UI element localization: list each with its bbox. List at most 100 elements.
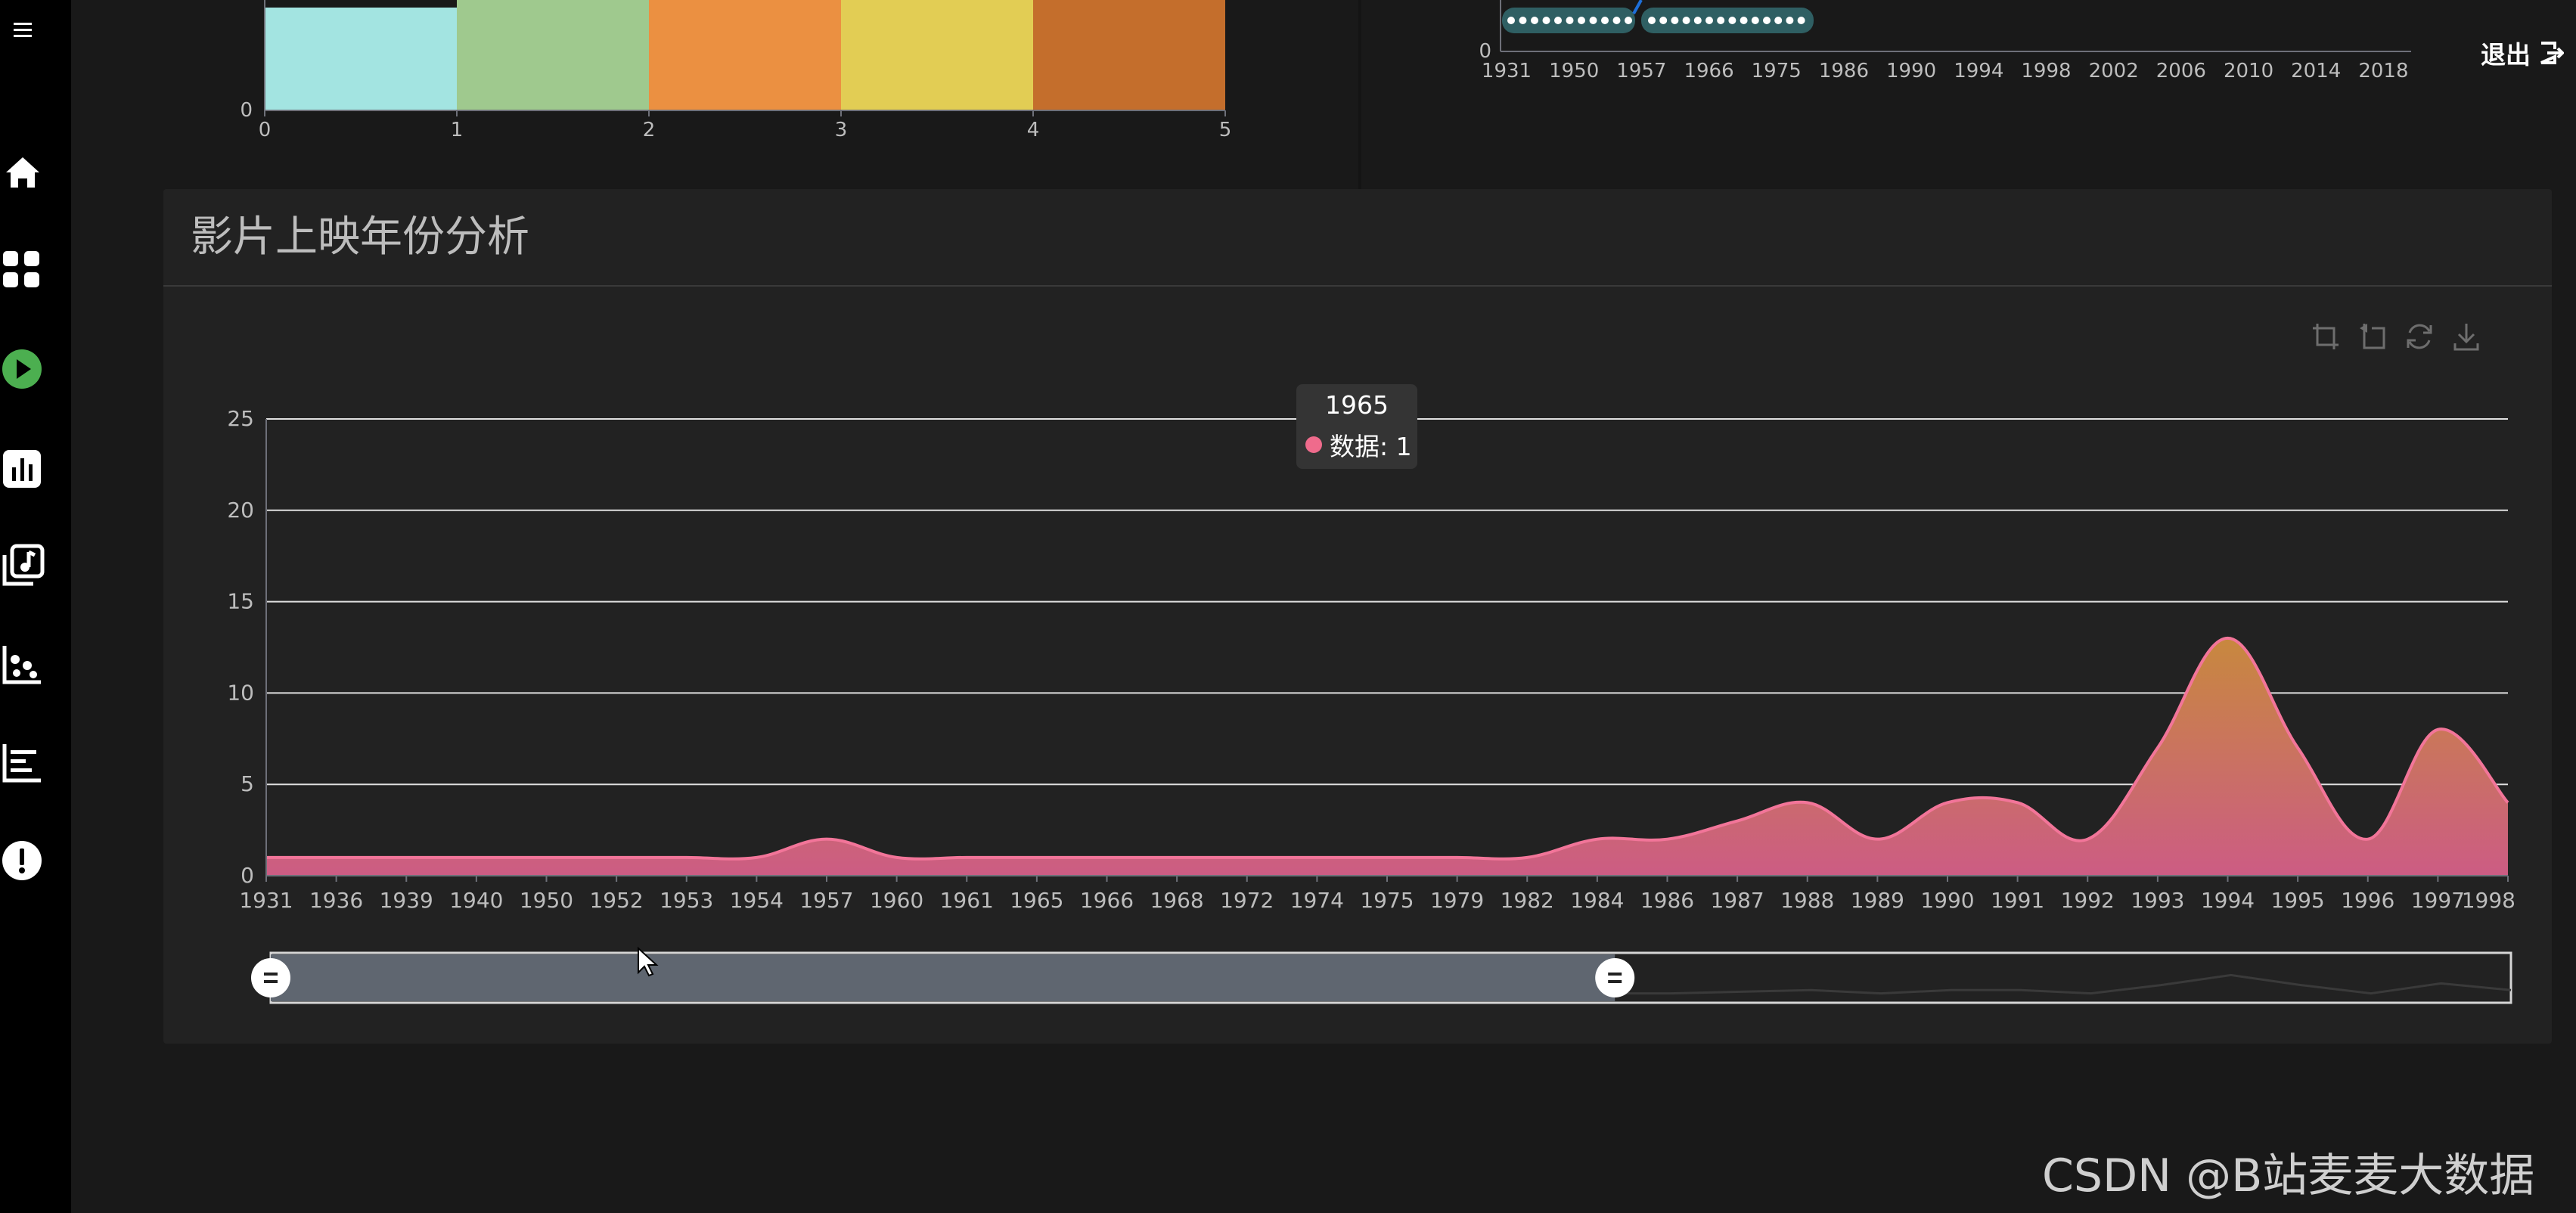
top-right-point — [1728, 17, 1736, 24]
y-tick-label: 20 — [227, 498, 254, 523]
top-right-x-tick-label: 1986 — [1819, 60, 1869, 82]
grid-icon[interactable] — [0, 247, 45, 292]
top-left-bar — [265, 8, 457, 110]
x-tick-label: 1986 — [1640, 888, 1694, 913]
top-right-point — [1774, 17, 1783, 24]
top-right-point — [1705, 17, 1713, 24]
top-right-point — [1648, 17, 1656, 24]
top-right-point — [1717, 17, 1725, 24]
top-left-bar — [457, 0, 649, 110]
top-right-point — [1797, 17, 1805, 24]
x-tick-label: 1984 — [1570, 888, 1624, 913]
top-right-point — [1519, 17, 1527, 24]
area-fill — [266, 638, 2508, 876]
top-right-x-tick-label: 1998 — [2021, 60, 2071, 82]
top-right-point — [1589, 17, 1597, 24]
tooltip-series-dot — [1305, 436, 1322, 453]
top-right-point — [1786, 17, 1794, 24]
crop-icon[interactable] — [2310, 321, 2342, 352]
top-right-line — [1632, 0, 1643, 14]
top-right-x-tick-label: 2014 — [2291, 60, 2341, 82]
top-right-x-tick-label: 1966 — [1684, 60, 1733, 82]
top-right-point — [1740, 17, 1748, 24]
download-icon[interactable] — [2450, 321, 2482, 352]
x-tick-label: 1994 — [2201, 888, 2255, 913]
top-left-y-tick-label: 0 — [240, 99, 253, 122]
x-tick-label: 1936 — [309, 888, 363, 913]
top-right-point — [1554, 17, 1562, 24]
x-tick-label: 1960 — [870, 888, 923, 913]
top-right-x-tick-label: 2006 — [2156, 60, 2206, 82]
y-tick-label: 10 — [227, 680, 254, 705]
top-right-point — [1693, 17, 1702, 24]
x-tick-label: 1995 — [2270, 888, 2324, 913]
top-right-point — [1763, 17, 1771, 24]
top-right-x-tick-label: 1950 — [1549, 60, 1599, 82]
top-left-x-tick-label: 5 — [1219, 119, 1232, 141]
top-right-chart-svg: 1931 1950 1957 1966 1975 1986 1990 1994 1998 2002… — [1479, 0, 2411, 82]
home-icon[interactable] — [0, 150, 45, 195]
x-tick-label: 1988 — [1780, 888, 1834, 913]
chart-toolbox — [2310, 321, 2482, 352]
x-tick-label: 1998 — [2462, 888, 2515, 913]
mouse-cursor — [638, 946, 659, 977]
horizontal-bar-icon[interactable] — [0, 740, 45, 785]
x-tick-label: 1991 — [1991, 888, 2044, 913]
top-right-point — [1682, 17, 1690, 24]
x-tick-label: 1954 — [730, 888, 784, 913]
top-right-y-tick-label: 0 — [1479, 40, 1491, 63]
top-right-point — [1566, 17, 1574, 24]
play-icon[interactable] — [0, 346, 45, 392]
exit-button[interactable]: 退出 — [2481, 30, 2576, 76]
datazoom-start-handle[interactable] — [251, 958, 290, 997]
top-right-x-tick-label: 1994 — [1954, 60, 2003, 82]
top-right-point — [1601, 17, 1609, 24]
top-right-point — [1751, 17, 1759, 24]
x-tick-label: 1989 — [1851, 888, 1904, 913]
top-left-bar — [841, 0, 1033, 110]
bar-chart-icon[interactable] — [0, 446, 45, 492]
tooltip-label: 数据: 1 — [1330, 432, 1412, 461]
x-tick-label: 1957 — [799, 888, 853, 913]
x-tick-label: 1975 — [1360, 888, 1414, 913]
x-tick-label: 1931 — [239, 888, 293, 913]
top-right-x-tick-label: 2010 — [2224, 60, 2273, 82]
top-right-x-tick-label: 1990 — [1886, 60, 1936, 82]
datazoom-end-handle[interactable] — [1595, 958, 1635, 997]
top-left-x-tick-label: 1 — [451, 119, 464, 141]
x-tick-label: 1997 — [2411, 888, 2465, 913]
exit-icon — [2540, 42, 2564, 64]
y-tick-label: 0 — [241, 863, 254, 888]
x-tick-label: 1990 — [1920, 888, 1974, 913]
music-library-icon[interactable] — [0, 543, 45, 588]
sidebar — [0, 0, 71, 1213]
undo-icon[interactable] — [2357, 321, 2388, 352]
x-tick-label: 1965 — [1010, 888, 1063, 913]
top-right-point — [1542, 17, 1550, 24]
scatter-icon[interactable] — [0, 641, 45, 687]
top-left-chart-svg: 0 1 2 3 4 5 0 — [240, 0, 1232, 141]
top-right-x-tick-label: 2018 — [2358, 60, 2408, 82]
menu-icon[interactable] — [0, 8, 45, 53]
top-left-x-tick-label: 0 — [259, 119, 272, 141]
handle-knob — [1595, 958, 1635, 997]
top-left-x-tick-label: 3 — [835, 119, 848, 141]
top-right-x-tick-label: 2002 — [2089, 60, 2139, 82]
x-tick-label: 1940 — [449, 888, 503, 913]
panel-title: 影片上映年份分析 — [191, 213, 529, 262]
datazoom-selection — [271, 954, 1615, 1001]
top-right-line-chart: 1931 1950 1957 1966 1975 1986 1990 1994 1998 2002… — [1361, 0, 2496, 189]
handle-knob — [251, 958, 290, 997]
refresh-icon[interactable] — [2404, 321, 2435, 352]
y-tick-label: 25 — [227, 406, 254, 431]
x-tick-label: 1953 — [660, 888, 713, 913]
top-right-point — [1507, 17, 1515, 24]
panel-title-divider — [163, 285, 2552, 287]
area-line — [266, 636, 2509, 861]
watermark: CSDN @B站麦麦大数据 — [2042, 1149, 2535, 1202]
x-tick-label: 1961 — [940, 888, 994, 913]
release-year-area-chart[interactable]: 0 5 10 15 20 25 1931 1936 1939 1940 1950 1952 1953 1… — [163, 189, 2552, 1044]
top-right-point — [1671, 17, 1679, 24]
top-right-point — [1659, 17, 1668, 24]
alert-icon[interactable] — [0, 838, 45, 883]
